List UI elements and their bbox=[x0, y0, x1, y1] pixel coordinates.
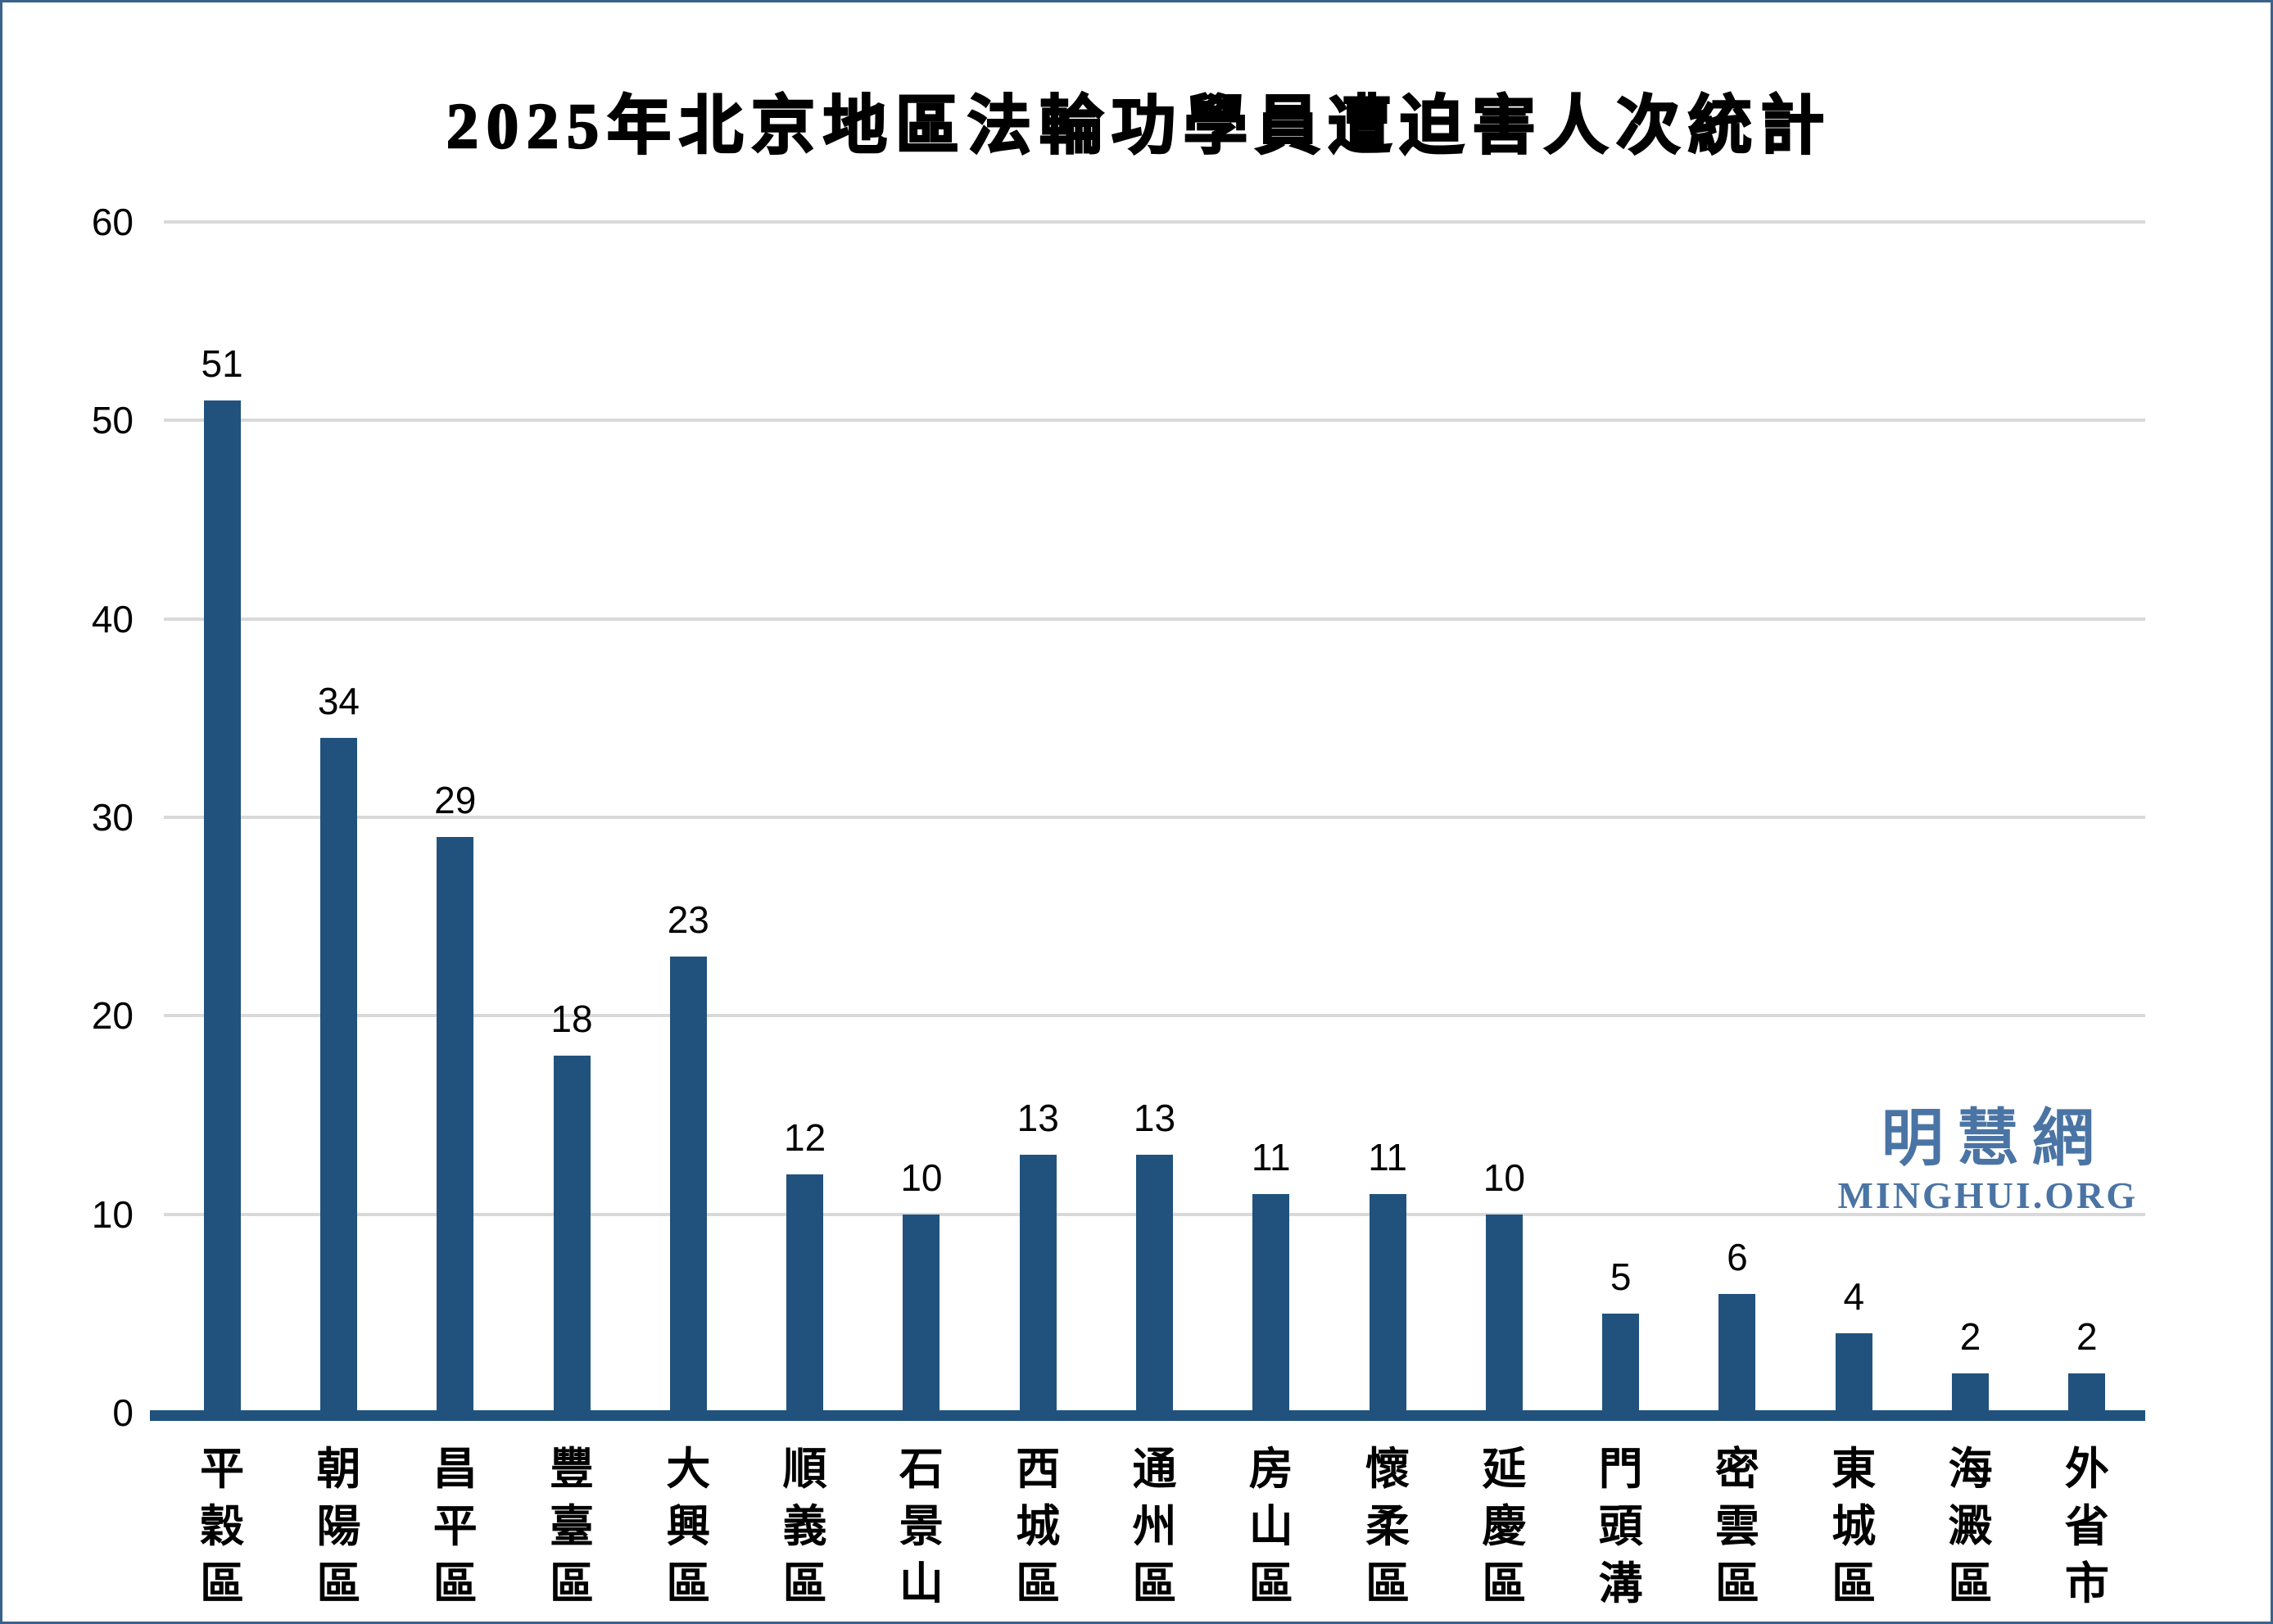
chart-title: 2025年北京地區法輪功學員遭迫害人次統計 bbox=[446, 89, 1832, 163]
x-category-label: 通 州 區 bbox=[1132, 1445, 1177, 1608]
bar-value-label: 51 bbox=[201, 342, 243, 386]
bar bbox=[903, 1214, 940, 1413]
bar bbox=[1485, 1214, 1523, 1413]
x-category-label: 石 景 山 bbox=[899, 1445, 944, 1608]
x-category-label: 朝 陽 區 bbox=[316, 1445, 361, 1608]
gridline bbox=[164, 1014, 2145, 1018]
bar-value-label: 2 bbox=[1959, 1314, 1981, 1358]
bar bbox=[203, 400, 241, 1413]
bar bbox=[1835, 1333, 1872, 1413]
bar bbox=[437, 837, 474, 1413]
y-tick-label: 60 bbox=[91, 201, 134, 243]
bar-value-label: 10 bbox=[900, 1156, 943, 1199]
bar-value-label: 4 bbox=[1843, 1275, 1865, 1319]
bar bbox=[1019, 1154, 1057, 1413]
bar-value-label: 23 bbox=[667, 898, 709, 941]
x-category-label: 外 省 市 bbox=[2064, 1445, 2109, 1608]
x-category-label: 懷 柔 區 bbox=[1365, 1445, 1410, 1608]
bar-value-label: 13 bbox=[1017, 1096, 1059, 1139]
y-tick-label: 0 bbox=[112, 1391, 134, 1434]
bar bbox=[669, 956, 707, 1413]
gridline bbox=[164, 617, 2145, 621]
bar-value-label: 6 bbox=[1727, 1235, 1748, 1278]
x-category-label: 西 城 區 bbox=[1016, 1445, 1061, 1608]
bar-value-label: 2 bbox=[2076, 1314, 2098, 1358]
bar bbox=[319, 738, 357, 1413]
x-category-label: 東 城 區 bbox=[1832, 1445, 1877, 1608]
bar-value-label: 18 bbox=[550, 997, 593, 1040]
y-tick-label: 30 bbox=[91, 796, 134, 839]
bar-value-label: 29 bbox=[434, 779, 477, 822]
watermark-minghui-org: MINGHUI.ORG bbox=[1837, 1174, 2138, 1216]
x-category-label: 平 穀 區 bbox=[200, 1445, 245, 1608]
x-category-label: 門 頭 溝 bbox=[1598, 1445, 1643, 1608]
x-category-label: 海 澱 區 bbox=[1948, 1445, 1993, 1608]
x-category-label: 昌 平 區 bbox=[432, 1445, 478, 1608]
bar bbox=[1952, 1373, 1990, 1413]
bar bbox=[1602, 1313, 1640, 1413]
bar bbox=[1136, 1154, 1173, 1413]
bar-value-label: 13 bbox=[1133, 1096, 1176, 1139]
bar bbox=[1252, 1194, 1290, 1413]
y-tick-label: 20 bbox=[91, 994, 134, 1038]
x-category-label: 順 義 區 bbox=[782, 1445, 827, 1608]
y-tick-label: 10 bbox=[91, 1192, 134, 1236]
gridline bbox=[164, 418, 2145, 423]
y-tick-label: 40 bbox=[91, 597, 134, 640]
bar-value-label: 5 bbox=[1610, 1255, 1632, 1298]
x-category-label: 密 雲 區 bbox=[1714, 1445, 1759, 1608]
watermark: 明慧網 MINGHUI.ORG bbox=[1838, 1105, 2139, 1216]
bar bbox=[1369, 1194, 1406, 1413]
x-axis-line bbox=[150, 1410, 2145, 1421]
gridline bbox=[164, 816, 2145, 819]
y-tick-label: 50 bbox=[91, 399, 134, 442]
x-category-label: 豐 臺 區 bbox=[550, 1445, 595, 1608]
bar-value-label: 34 bbox=[317, 680, 360, 723]
bar bbox=[2068, 1373, 2106, 1413]
bar-value-label: 11 bbox=[1251, 1136, 1291, 1179]
bar bbox=[1718, 1293, 1756, 1413]
bar bbox=[553, 1055, 591, 1413]
bar bbox=[786, 1174, 824, 1413]
bar-value-label: 12 bbox=[784, 1116, 826, 1160]
bar-value-label: 11 bbox=[1368, 1136, 1407, 1179]
watermark-minghui-cjk: 明慧網 bbox=[1881, 1105, 2108, 1174]
bar-value-label: 10 bbox=[1483, 1156, 1525, 1199]
x-category-label: 延 慶 區 bbox=[1482, 1445, 1527, 1608]
x-category-label: 大 興 區 bbox=[666, 1445, 711, 1608]
x-category-label: 房 山 區 bbox=[1248, 1445, 1293, 1608]
gridline bbox=[164, 220, 2145, 224]
